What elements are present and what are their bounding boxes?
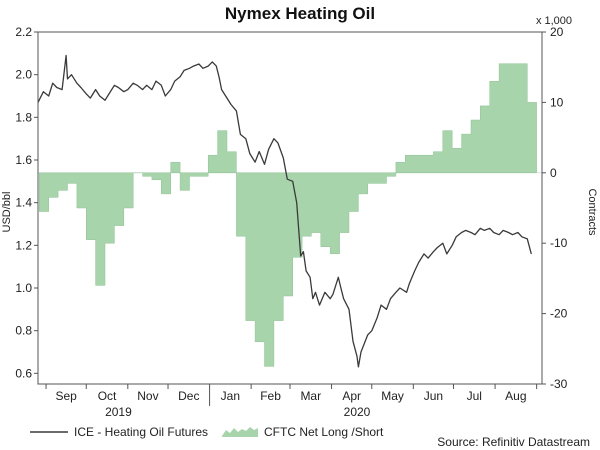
left-tick-label: 2.0	[15, 68, 32, 82]
month-label: Sep	[55, 389, 77, 403]
legend-area-swatch	[222, 427, 258, 437]
left-tick-label: 2.2	[15, 25, 32, 39]
month-label: Jul	[467, 389, 482, 403]
chart-title: Nymex Heating Oil	[225, 4, 375, 23]
cftc-net-area	[39, 63, 537, 367]
left-tick-label: 0.6	[15, 366, 32, 380]
heating-oil-futures-line	[37, 54, 532, 368]
year-label: 2019	[105, 405, 132, 419]
month-label: May	[381, 389, 404, 403]
right-tick-label: -10	[550, 236, 568, 250]
left-tick-label: 1.8	[15, 110, 32, 124]
right-axis-unit: x 1,000	[536, 15, 572, 27]
right-tick-label: 10	[550, 95, 564, 109]
right-tick-label: -20	[550, 307, 568, 321]
right-axis-label: Contracts	[586, 188, 598, 236]
left-tick-label: 1.2	[15, 238, 32, 252]
x-axis: Sep Oct Nov Dec Jan Feb Mar Apr May Jun Jul Aug 2019…	[45, 384, 538, 419]
month-label: Apr	[342, 389, 361, 403]
right-tick-label: -30	[550, 377, 568, 391]
month-label: Mar	[300, 389, 321, 403]
month-label: Jun	[424, 389, 443, 403]
left-tick-label: 1.0	[15, 281, 32, 295]
month-label: Aug	[505, 389, 526, 403]
left-axis-label: USD/bbl	[1, 192, 13, 233]
year-label: 2020	[344, 405, 371, 419]
legend: ICE - Heating Oil Futures CFTC Net Long …	[30, 425, 384, 439]
right-tick-label: 0	[550, 166, 557, 180]
legend-line-label: ICE - Heating Oil Futures	[74, 425, 208, 439]
month-label: Dec	[178, 389, 199, 403]
left-axis: 0.6 0.8 1.0 1.2 1.4 1.6 1.8 2.0 2.2	[15, 25, 38, 380]
legend-area-label: CFTC Net Long /Short	[264, 425, 384, 439]
left-tick-label: 1.4	[15, 196, 32, 210]
right-tick-label: 20	[550, 25, 564, 39]
right-axis: -30 -20 -10 0 10 20	[542, 25, 568, 391]
left-tick-label: 0.8	[15, 324, 32, 338]
heating-oil-line-layer	[37, 54, 532, 368]
source-note: Source: Refinitiv Datastream	[437, 435, 590, 449]
month-label: Oct	[98, 389, 117, 403]
month-label: Nov	[137, 389, 158, 403]
month-label: Feb	[260, 389, 281, 403]
left-tick-label: 1.6	[15, 153, 32, 167]
cftc-area-layer	[39, 63, 537, 367]
month-label: Jan	[221, 389, 240, 403]
